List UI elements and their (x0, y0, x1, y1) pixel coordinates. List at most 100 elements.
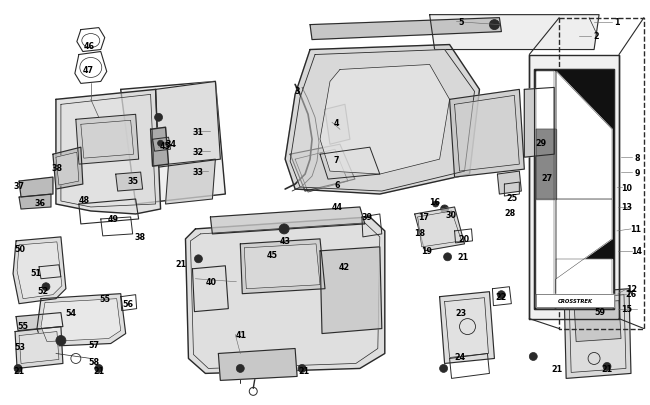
Text: 53: 53 (14, 342, 25, 351)
Text: 27: 27 (541, 173, 552, 182)
Circle shape (441, 205, 448, 213)
Text: 12: 12 (627, 284, 638, 294)
Text: 42: 42 (339, 262, 350, 272)
Polygon shape (450, 90, 525, 178)
Text: 21: 21 (601, 364, 612, 373)
Text: 58: 58 (88, 357, 99, 366)
Text: 21: 21 (14, 366, 25, 375)
Text: 47: 47 (83, 66, 94, 75)
Polygon shape (53, 148, 83, 190)
Circle shape (433, 202, 439, 207)
Circle shape (95, 364, 103, 373)
Polygon shape (56, 153, 79, 185)
Text: 9: 9 (634, 168, 640, 177)
Polygon shape (574, 301, 621, 342)
Polygon shape (320, 247, 382, 334)
Text: 49: 49 (107, 215, 118, 224)
Polygon shape (529, 55, 619, 319)
Polygon shape (37, 294, 125, 347)
Text: 19: 19 (421, 247, 432, 256)
Polygon shape (290, 145, 355, 192)
Text: 28: 28 (505, 209, 516, 218)
Polygon shape (17, 242, 62, 299)
Polygon shape (41, 299, 121, 342)
Text: 30: 30 (445, 211, 456, 220)
Polygon shape (240, 239, 325, 294)
Text: 21: 21 (93, 366, 105, 375)
Circle shape (443, 253, 452, 261)
Polygon shape (454, 96, 519, 172)
Polygon shape (418, 211, 461, 247)
Polygon shape (155, 82, 220, 168)
Text: 26: 26 (625, 290, 636, 298)
Text: 3: 3 (294, 87, 300, 96)
Polygon shape (564, 289, 631, 378)
Text: 31: 31 (193, 128, 204, 136)
Polygon shape (569, 295, 626, 373)
Polygon shape (445, 298, 488, 358)
Text: 22: 22 (496, 292, 507, 301)
Polygon shape (121, 82, 226, 205)
Polygon shape (536, 130, 556, 200)
Polygon shape (320, 65, 450, 175)
Text: 52: 52 (38, 286, 49, 296)
Text: 14: 14 (631, 247, 642, 256)
Text: 56: 56 (122, 299, 133, 308)
Polygon shape (16, 313, 63, 331)
Text: 38: 38 (51, 163, 62, 172)
Polygon shape (166, 160, 215, 205)
Text: 38: 38 (134, 233, 145, 242)
Text: 45: 45 (266, 251, 278, 260)
Text: 17: 17 (418, 213, 429, 222)
Circle shape (279, 224, 289, 234)
Polygon shape (61, 95, 155, 207)
Polygon shape (211, 207, 365, 234)
Text: CROSSTREK: CROSSTREK (558, 298, 593, 303)
Polygon shape (81, 121, 134, 159)
Text: 45: 45 (160, 141, 171, 150)
Text: 57: 57 (88, 340, 99, 349)
Text: 23: 23 (455, 308, 466, 318)
Text: 25: 25 (507, 193, 518, 202)
Polygon shape (556, 200, 612, 279)
Text: 1: 1 (614, 18, 619, 27)
Polygon shape (19, 178, 53, 198)
Text: 18: 18 (414, 229, 425, 238)
Polygon shape (415, 207, 465, 251)
Text: 16: 16 (429, 197, 440, 206)
Circle shape (439, 364, 448, 373)
Text: 37: 37 (14, 181, 25, 190)
Text: 21: 21 (175, 260, 186, 269)
Text: 20: 20 (458, 235, 469, 244)
Polygon shape (13, 237, 66, 304)
Text: 7: 7 (333, 155, 339, 164)
Text: 24: 24 (454, 352, 465, 361)
Circle shape (497, 291, 506, 299)
Text: 48: 48 (78, 195, 90, 204)
Polygon shape (534, 70, 614, 309)
Text: 34: 34 (165, 139, 176, 148)
Polygon shape (116, 173, 142, 192)
Text: 4: 4 (333, 119, 339, 128)
Circle shape (56, 336, 66, 345)
Polygon shape (56, 90, 161, 214)
Circle shape (42, 283, 50, 291)
Text: 55: 55 (99, 294, 111, 303)
Polygon shape (556, 72, 612, 200)
Circle shape (489, 21, 499, 30)
Polygon shape (19, 194, 51, 209)
Text: 15: 15 (621, 305, 632, 313)
Polygon shape (290, 50, 474, 192)
Polygon shape (185, 217, 385, 373)
Text: 55: 55 (18, 321, 29, 330)
Polygon shape (310, 19, 501, 40)
Text: 54: 54 (66, 308, 76, 318)
Text: 46: 46 (83, 42, 94, 51)
Text: 29: 29 (536, 139, 547, 147)
Text: 21: 21 (298, 366, 309, 375)
Polygon shape (556, 259, 612, 307)
Text: 35: 35 (127, 176, 138, 185)
Polygon shape (76, 115, 138, 165)
Polygon shape (15, 327, 63, 369)
Circle shape (157, 141, 164, 147)
